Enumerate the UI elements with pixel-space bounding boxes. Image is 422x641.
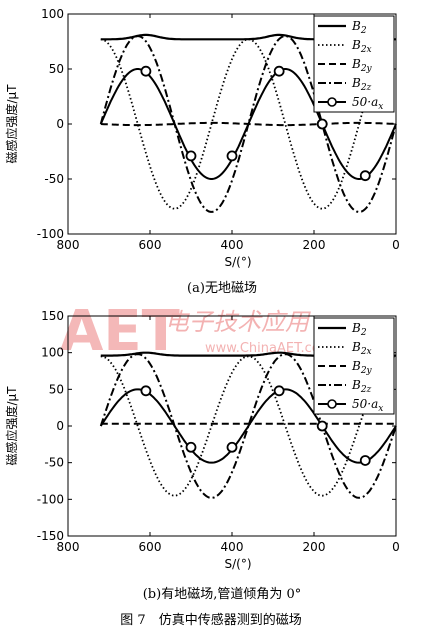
- series-marker: [273, 65, 285, 77]
- series-group: [99, 351, 397, 499]
- legend-label: B2x: [351, 340, 372, 357]
- series-marker: [316, 420, 328, 432]
- y-tick-label: 50: [49, 62, 64, 76]
- legend-label: 50·ax: [352, 95, 383, 112]
- legend: B2 B2x B2y B2z 50·ax: [313, 15, 395, 113]
- legend-label: B2y: [351, 57, 373, 74]
- legend: B2 B2x B2y B2z 50·ax: [313, 317, 395, 415]
- y-ticks: 150 100 50 0 -50 -100 -150: [37, 309, 396, 543]
- y-tick-label: 0: [56, 419, 64, 433]
- legend-label: B2: [351, 19, 367, 36]
- y-tick-label: -50: [44, 172, 64, 186]
- legend-label: B2y: [351, 359, 373, 376]
- series-marker: [316, 118, 328, 130]
- series-marker: [226, 150, 238, 162]
- legend-box: [313, 15, 395, 113]
- y-tick-label: -100: [37, 492, 64, 506]
- y-tick-label: -100: [37, 227, 64, 241]
- legend-label: 50·ax: [352, 397, 383, 414]
- legend-label: B2: [351, 321, 367, 338]
- watermark-url: www.ChinaAET.com: [205, 341, 332, 356]
- series-marker: [273, 385, 285, 397]
- y-tick-label: 150: [41, 309, 64, 323]
- series-marker: [185, 441, 197, 453]
- y-tick-label: 50: [49, 382, 64, 396]
- x-tick-label: 0: [392, 238, 400, 252]
- y-tick-label: 100: [41, 7, 64, 21]
- series-marker: [226, 441, 238, 453]
- x-tick-label: 600: [139, 540, 162, 554]
- series-group: [99, 33, 397, 213]
- x-tick-label: 600: [139, 238, 162, 252]
- y-tick-label: 100: [41, 346, 64, 360]
- y-tick-label: 0: [56, 117, 64, 131]
- series-marker: [140, 65, 152, 77]
- series-line-b2x: [100, 355, 397, 497]
- chart-panel-b: 150 100 50 0 -50 -100 -150 800 600 400 200 0 B2 B2x…: [4, 309, 400, 602]
- legend-label: B2z: [351, 76, 372, 93]
- legend-label: B2x: [351, 38, 372, 55]
- series-marker: [359, 170, 371, 182]
- panel-caption: (b)有地磁场,管道倾角为 0°: [143, 587, 302, 602]
- x-tick-label: 200: [303, 238, 326, 252]
- x-ticks: 800 600 400 200 0: [57, 316, 400, 554]
- x-tick-label: 0: [392, 540, 400, 554]
- y-tick-label: -50: [44, 456, 64, 470]
- legend-marker: [327, 399, 337, 409]
- watermark: AET 电子技术应用 www.ChinaAET.com: [60, 299, 332, 364]
- x-tick-label: 400: [221, 540, 244, 554]
- series-marker: [140, 385, 152, 397]
- chart-panel-a: 100 50 0 -50 -100 800 600 400 200 0 B2 B2x B2y B2z 5…: [4, 7, 400, 296]
- y-ticks: 100 50 0 -50 -100: [37, 7, 396, 241]
- x-tick-label: 400: [221, 238, 244, 252]
- series-line-50ax: [99, 68, 397, 180]
- x-tick-label: 200: [303, 540, 326, 554]
- legend-marker: [327, 97, 337, 107]
- y-axis-label: 磁感应强度/μT: [4, 386, 19, 466]
- legend-box: [313, 317, 395, 415]
- x-tick-label: 800: [57, 540, 80, 554]
- series-marker: [185, 150, 197, 162]
- figure-caption: 图 7 仿真中传感器测到的磁场: [120, 612, 301, 628]
- series-line-b2x: [100, 38, 397, 210]
- series-marker: [359, 455, 371, 466]
- x-axis-label: S/(°): [224, 255, 251, 269]
- y-tick-label: -150: [37, 529, 64, 543]
- legend-label: B2z: [351, 378, 372, 395]
- x-tick-label: 800: [57, 238, 80, 252]
- watermark-text: 电子技术应用: [165, 308, 311, 336]
- series-line-b2z: [99, 353, 397, 499]
- y-axis-label: 磁感应强度/μT: [4, 84, 19, 164]
- panel-caption: (a)无地磁场: [187, 281, 257, 296]
- x-axis-label: S/(°): [224, 557, 251, 571]
